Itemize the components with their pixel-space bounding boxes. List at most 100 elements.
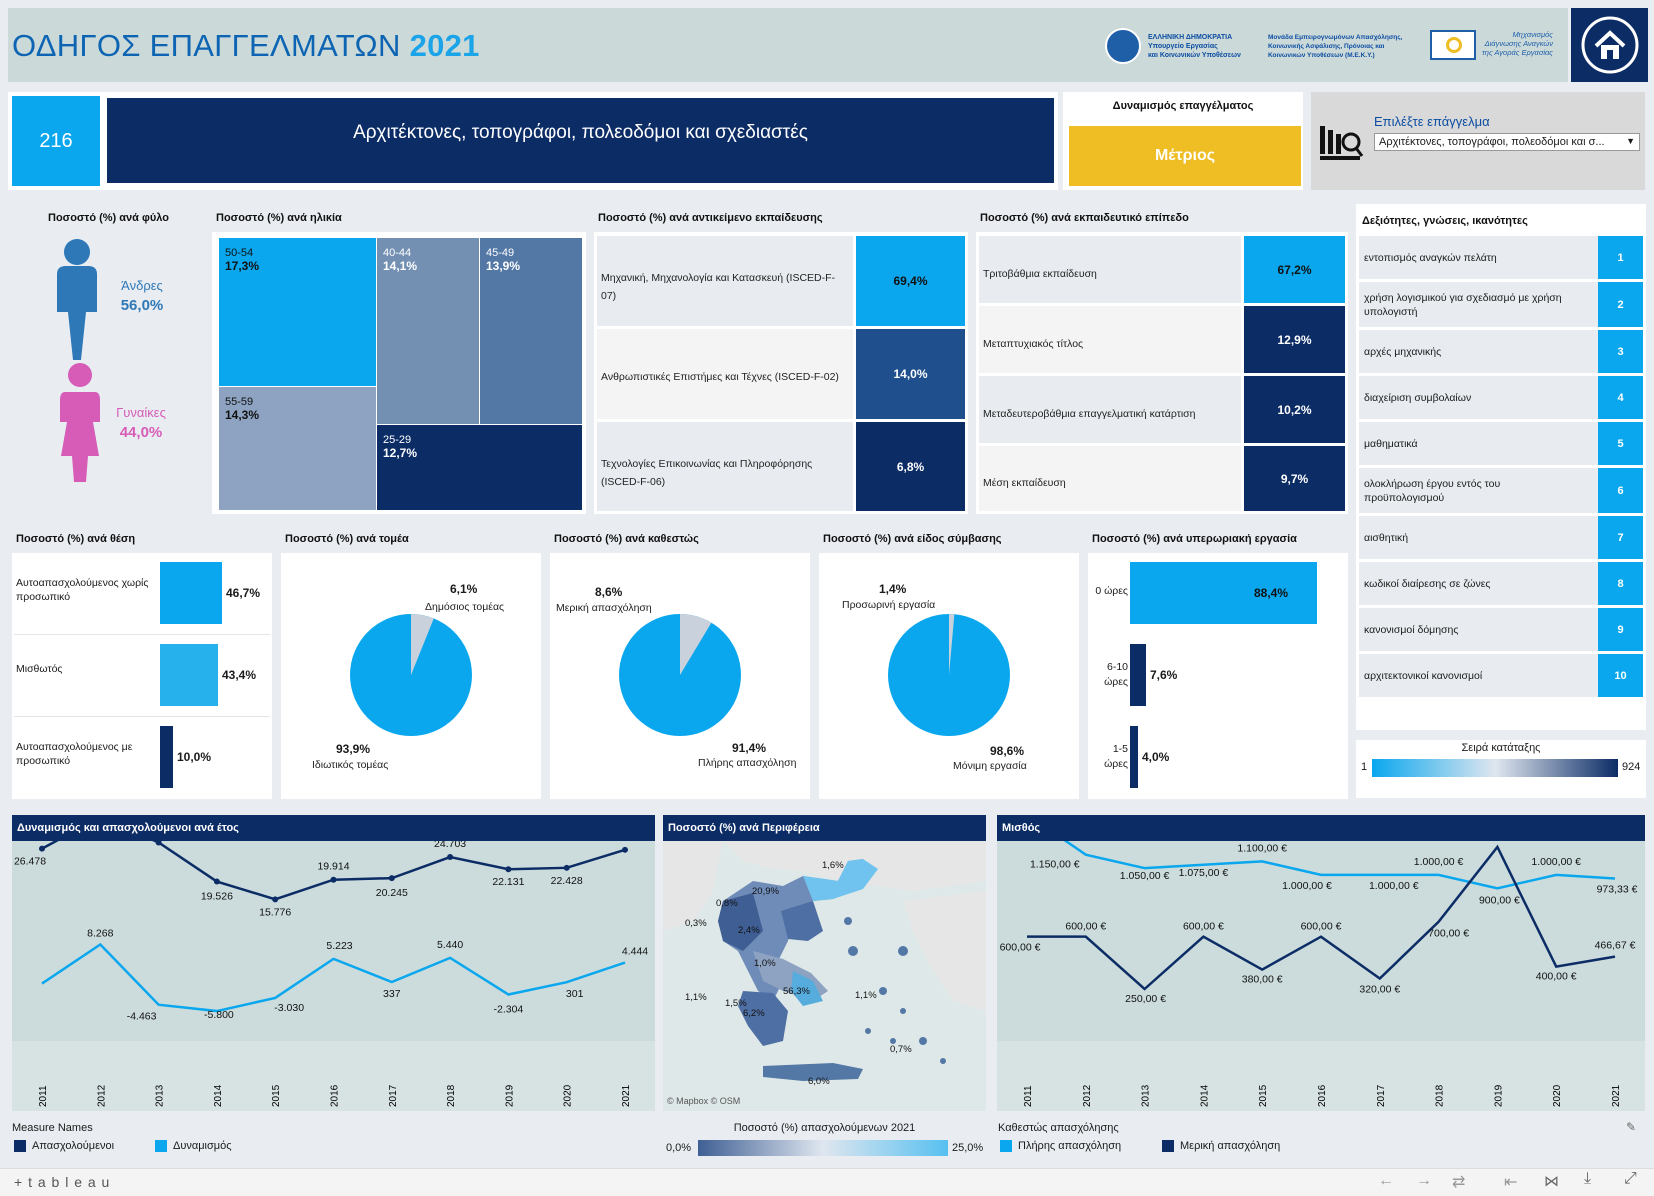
data-point[interactable] xyxy=(155,841,162,846)
mechanism-logo xyxy=(1430,30,1476,60)
data-label: -2.304 xyxy=(494,1004,524,1016)
data-label: 1.150,00 € xyxy=(1030,859,1080,871)
position-title: Ποσοστό (%) ανά θέση xyxy=(16,533,136,545)
age-tile[interactable]: 40-44 14,1% xyxy=(377,238,479,424)
revert-icon[interactable]: ⇄ xyxy=(1452,1174,1466,1191)
data-label: 1.075,00 € xyxy=(1179,867,1229,879)
skill-row[interactable]: χρήση λογισμικού για σχεδιασμό με χρήση … xyxy=(1359,282,1643,327)
data-point[interactable] xyxy=(622,846,628,853)
edit-pencil-icon[interactable]: ✎ xyxy=(1626,1120,1637,1134)
trend-legend-a: Απασχολούμενοι xyxy=(14,1140,114,1153)
data-point[interactable] xyxy=(388,875,395,882)
share-icon[interactable]: ⋈ xyxy=(1544,1173,1559,1190)
home-button[interactable] xyxy=(1571,8,1648,82)
data-point[interactable] xyxy=(563,864,570,871)
pie-slice-minor[interactable] xyxy=(949,614,955,675)
age-tile[interactable]: 50-54 17,3% xyxy=(219,238,376,386)
age-tile[interactable]: 45-49 13,9% xyxy=(480,238,582,424)
overtime-bar[interactable] xyxy=(1130,644,1146,706)
fullscreen-icon[interactable]: ⤢ xyxy=(1624,1170,1637,1187)
data-point[interactable] xyxy=(213,878,220,885)
skill-rank: 10 xyxy=(1598,654,1643,697)
undo-icon[interactable]: ← xyxy=(1378,1172,1394,1189)
x-tick-label: 2018 xyxy=(446,1084,457,1107)
data-point[interactable] xyxy=(447,854,454,861)
edu-level-row-value[interactable]: 12,9% xyxy=(1244,306,1345,373)
skill-row[interactable]: διαχείριση συμβολαίων 4 xyxy=(1359,376,1643,419)
status-small-value: 8,6% xyxy=(595,585,623,599)
pie-slice-minor[interactable] xyxy=(680,614,712,675)
age-title: Ποσοστό (%) ανά ηλικία xyxy=(216,212,342,224)
occupation-dropdown[interactable]: Αρχιτέκτονες, τοπογράφοι, πολεοδόμοι και… xyxy=(1374,133,1640,151)
map-credit: © Mapbox © OSM xyxy=(667,1096,741,1106)
overtime-label: 0 ώρες xyxy=(1095,585,1128,597)
meky-logo-text: Μονάδα Εμπειρογνωμόνων Απασχόλησης, Κοινω… xyxy=(1268,34,1403,59)
overtime-bar[interactable] xyxy=(1130,726,1138,788)
data-label: 8.268 xyxy=(87,927,113,939)
data-point[interactable] xyxy=(272,896,279,903)
sector-title: Ποσοστό (%) ανά τομέα xyxy=(285,533,409,545)
skills-title: Δεξιότητες, γνώσεις, ικανότητες xyxy=(1362,215,1528,227)
edu-level-row-label: Τριτοβάθμια εκπαίδευση xyxy=(979,236,1241,303)
data-label: -3.030 xyxy=(274,1002,304,1014)
region-legend-title: Ποσοστό (%) απασχολούμενων 2021 xyxy=(733,1122,916,1134)
x-tick-label: 2011 xyxy=(1023,1085,1034,1107)
age-tile[interactable]: 55-59 14,3% xyxy=(219,387,376,510)
region-value-label: 1,5% xyxy=(725,998,747,1009)
position-value: 46,7% xyxy=(226,586,261,600)
skill-row[interactable]: ολοκλήρωση έργου εντός του προϋπολογισμο… xyxy=(1359,468,1643,513)
skill-row[interactable]: κωδικοί διαίρεσης σε ζώνες 8 xyxy=(1359,562,1643,605)
skill-row[interactable]: αρχιτεκτονικοί κανονισμοί 10 xyxy=(1359,654,1643,697)
data-point[interactable] xyxy=(505,866,512,873)
x-tick-label: 2018 xyxy=(1435,1084,1446,1107)
skill-row[interactable]: εντοπισμός αναγκών πελάτη 1 xyxy=(1359,236,1643,279)
edu-field-row-label: Ανθρωπιστικές Επιστήμες και Τέχνες (ISCE… xyxy=(597,329,853,419)
edu-field-title: Ποσοστό (%) ανά αντικείμενο εκπαίδευσης xyxy=(598,212,823,224)
download-icon[interactable]: ⤓ xyxy=(1584,1170,1592,1187)
position-bar[interactable] xyxy=(160,562,222,624)
trend-chart: 2011 2012 2013 2014 2015 2016 2017 2018 2019 2020… xyxy=(12,841,655,1111)
overtime-bar[interactable] xyxy=(1130,562,1317,624)
data-label: 19.526 xyxy=(201,891,233,903)
dynamism-badge: Μέτριος xyxy=(1069,126,1301,186)
skill-rank: 5 xyxy=(1598,422,1643,465)
skill-row[interactable]: αισθητική 7 xyxy=(1359,516,1643,559)
salary-legend-b: Μερική απασχόληση xyxy=(1162,1140,1280,1153)
skill-label: μαθηματικά xyxy=(1364,437,1418,450)
edu-field-row-label: Μηχανική, Μηχανολογία και Κατασκευή (ISC… xyxy=(597,236,853,326)
overtime-label: 1-5 ώρες xyxy=(1104,743,1128,770)
overtime-title: Ποσοστό (%) ανά υπερωριακή εργασία xyxy=(1092,533,1297,545)
pie-slice-minor[interactable] xyxy=(411,614,434,675)
overtime-value: 88,4% xyxy=(1254,586,1289,600)
data-point[interactable] xyxy=(330,876,337,883)
skill-rank: 9 xyxy=(1598,608,1643,651)
x-tick-label: 2013 xyxy=(155,1084,166,1107)
edu-field-row-value[interactable]: 69,4% xyxy=(856,236,965,326)
edu-level-row-value[interactable]: 67,2% xyxy=(1244,236,1345,303)
x-tick-label: 2020 xyxy=(563,1084,574,1107)
skill-row[interactable]: κανονισμοί δόμησης 9 xyxy=(1359,608,1643,651)
data-label: 22.131 xyxy=(492,876,524,888)
position-bar[interactable] xyxy=(160,726,173,788)
data-point[interactable] xyxy=(39,845,45,852)
skill-row[interactable]: μαθηματικά 5 xyxy=(1359,422,1643,465)
age-tile[interactable]: 25-29 12,7% xyxy=(377,425,582,510)
data-label: 466,67 € xyxy=(1595,940,1636,952)
data-label: 600,00 € xyxy=(1183,921,1224,933)
greece-map[interactable] xyxy=(663,841,986,1111)
skill-row[interactable]: αρχές μηχανικής 3 xyxy=(1359,330,1643,373)
redo-icon[interactable]: → xyxy=(1416,1172,1432,1189)
edu-level-row-value[interactable]: 10,2% xyxy=(1244,376,1345,443)
data-label: 1.050,00 € xyxy=(1120,870,1170,882)
reset-icon[interactable]: ⇤ xyxy=(1504,1174,1518,1191)
data-label: 973,33 € xyxy=(1597,883,1638,895)
edu-level-row-value[interactable]: 9,7% xyxy=(1244,446,1345,511)
skill-rank: 2 xyxy=(1598,282,1643,327)
edu-field-row-value[interactable]: 14,0% xyxy=(856,329,965,419)
data-label: 250,00 € xyxy=(1125,993,1166,1005)
skill-label: ολοκλήρωση έργου εντός του προϋπολογισμο… xyxy=(1364,477,1501,504)
position-bar[interactable] xyxy=(160,644,218,706)
edu-field-row-value[interactable]: 6,8% xyxy=(856,422,965,511)
data-label: 24.703 xyxy=(434,841,466,850)
female-figure-icon xyxy=(55,360,105,489)
